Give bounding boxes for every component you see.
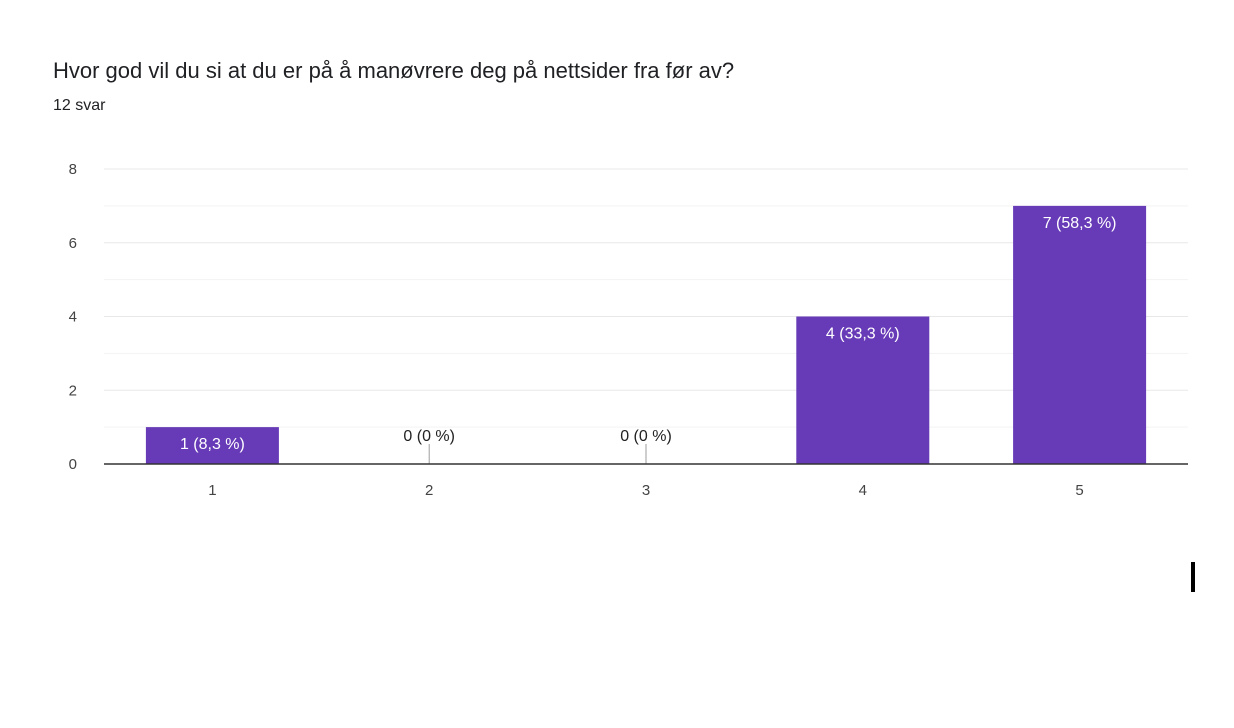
bar <box>1013 205 1147 464</box>
data-label: 0 (0 %) <box>403 428 455 445</box>
x-tick-label: 5 <box>1075 482 1083 499</box>
bar <box>796 316 930 464</box>
data-label: 1 (8,3 %) <box>180 436 245 453</box>
text-cursor <box>1191 562 1195 592</box>
x-tick-label: 1 <box>208 482 216 499</box>
y-tick-label: 2 <box>69 382 77 399</box>
data-label: 4 (33,3 %) <box>826 326 900 343</box>
y-tick-label: 0 <box>69 456 77 473</box>
x-tick-label: 3 <box>642 482 650 499</box>
chart-bars <box>145 205 1147 464</box>
chart-gridlines <box>104 168 1188 428</box>
y-tick-label: 6 <box>69 235 77 252</box>
bar <box>145 427 279 464</box>
x-tick-label: 4 <box>859 482 867 499</box>
question-title: Hvor god vil du si at du er på å manøvre… <box>53 58 735 83</box>
data-label: 7 (58,3 %) <box>1043 215 1117 232</box>
data-label: 0 (0 %) <box>620 428 672 445</box>
y-tick-label: 4 <box>69 309 77 326</box>
bar-chart: 0 2 4 6 8 1 (8,3 %) 1 0 (0 %) 2 0 (0 %) 3 4 (33,3 %… <box>69 161 1188 499</box>
y-tick-label: 8 <box>69 161 77 178</box>
response-count: 12 svar <box>53 97 106 114</box>
chart-labels: 0 2 4 6 8 1 (8,3 %) 1 0 (0 %) 2 0 (0 %) 3 4 (33,3 %… <box>69 161 1117 499</box>
x-tick-label: 2 <box>425 482 433 499</box>
